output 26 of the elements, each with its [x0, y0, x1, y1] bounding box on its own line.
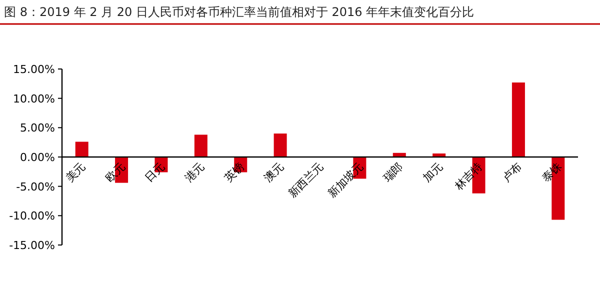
y-tick-label: 15.00% [13, 63, 55, 76]
y-tick-label: -10.00% [9, 210, 55, 223]
y-tick-label: -5.00% [16, 180, 55, 194]
y-tick-label: -15.00% [9, 239, 55, 252]
x-tick-label: 日元 [142, 160, 168, 185]
bar [512, 82, 525, 157]
x-tick-label: 新西兰元 [286, 160, 326, 200]
x-tick-label: 美元 [63, 160, 88, 185]
x-tick-label: 加元 [420, 160, 446, 185]
x-tick-label: 英镑 [222, 160, 247, 185]
x-tick-label: 林吉特 [452, 160, 485, 194]
x-tick-label: 港元 [182, 160, 208, 185]
chart-title: 图 8：2019 年 2 月 20 日人民币对各币种汇率当前值相对于 2016 年年末值变化百分比 [4, 5, 474, 19]
bar [552, 157, 565, 220]
bar [274, 134, 287, 157]
bar [194, 134, 208, 157]
x-tick-label: 卢布 [500, 160, 525, 185]
x-tick-label: 新加坡元 [326, 160, 366, 200]
y-tick-label: 0.00% [20, 151, 55, 164]
bar [75, 142, 88, 157]
x-tick-label: 欧元 [102, 160, 128, 185]
x-tick-label: 瑞郎 [380, 160, 406, 185]
x-tick-label: 泰铢 [540, 160, 564, 185]
y-tick-label: 10.00% [13, 92, 55, 106]
y-tick-label: 5.00% [20, 122, 55, 135]
x-tick-label: 澳元 [262, 160, 286, 185]
